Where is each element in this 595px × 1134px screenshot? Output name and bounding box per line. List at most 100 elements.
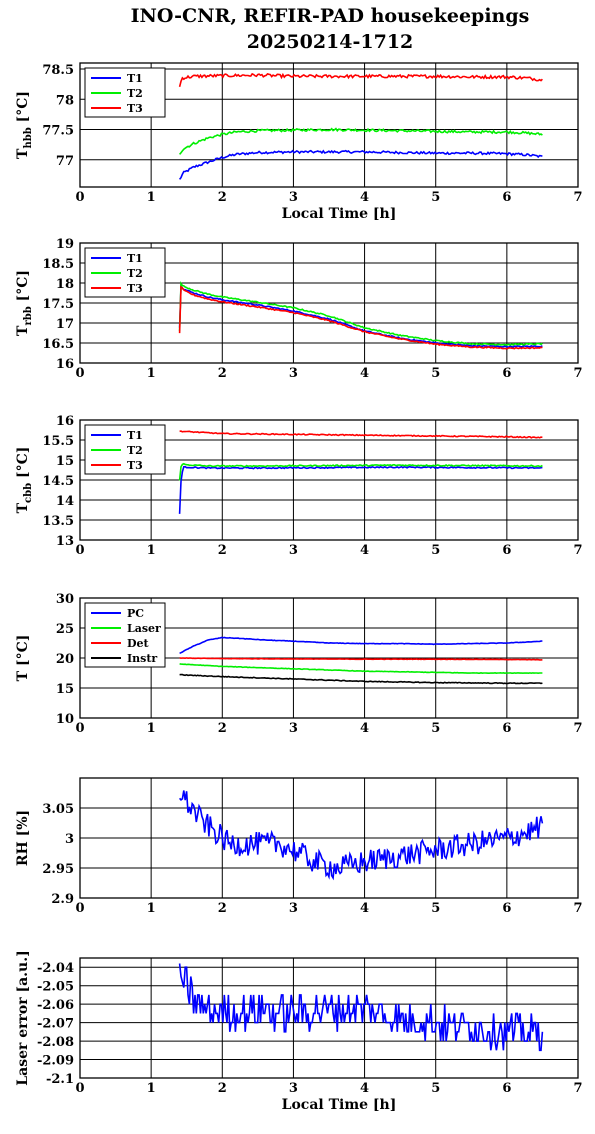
y-tick-label: 18.5: [42, 257, 74, 272]
x-tick-label: 0: [75, 190, 84, 205]
x-tick-label: 7: [573, 190, 582, 205]
series-line-T3: [179, 430, 543, 439]
x-tick-label: 4: [360, 543, 369, 558]
y-axis-label-main: RH [%]: [15, 810, 31, 866]
series-line-Det: [179, 657, 543, 661]
series-line-T3: [178, 72, 543, 87]
series-group: [178, 790, 544, 881]
tick-labels: 0 1 2 3 4 5 6 7 16 16.5 17 17.5 18 18.5 19: [42, 237, 582, 381]
x-tick-label: 0: [75, 543, 84, 558]
legend-label: PC: [127, 607, 144, 620]
y-tick-label: 17: [56, 317, 74, 332]
x-tick-label: 7: [573, 1081, 582, 1096]
series-line-T1: [178, 149, 543, 180]
x-tick-label: 7: [573, 543, 582, 558]
x-axis-label: Local Time [h]: [282, 1097, 397, 1113]
x-tick-label: 2: [218, 543, 227, 558]
series-line-T1: [178, 284, 543, 349]
panel-4: 0 1 2 3 4 5 6 7 10 15 20 25 30 T [°C] PC Laser Det Instr: [15, 592, 583, 736]
y-tick-label: 16: [56, 357, 74, 372]
y-tick-label: 19: [56, 237, 74, 252]
y-tick-label: -2.07: [37, 1017, 74, 1032]
x-tick-label: 5: [431, 901, 440, 916]
x-tick-label: 5: [431, 543, 440, 558]
legend-label: T3: [127, 459, 143, 472]
panel-6: 0 1 2 3 4 5 6 7 -2.1 -2.09 -2.08 -2.07 -2.06 -2.05 -2.…: [15, 950, 583, 1113]
plot-frame: [79, 957, 579, 1079]
y-tick-label: 15.5: [42, 434, 74, 449]
legend-label: Det: [127, 637, 150, 650]
series-line-T2: [178, 462, 543, 481]
y-tick-label: -2.09: [37, 1054, 74, 1069]
y-axis-label-unit: [°C]: [15, 270, 31, 306]
x-tick-label: 1: [147, 1081, 156, 1096]
figure-title-line1: INO-CNR, REFIR-PAD housekeepings: [131, 5, 530, 27]
y-tick-label: -2.06: [37, 998, 74, 1013]
y-tick-label: 18: [56, 277, 74, 292]
x-tick-label: 7: [573, 721, 582, 736]
y-tick-label: 17.5: [42, 297, 74, 312]
x-tick-label: 5: [431, 1081, 440, 1096]
x-tick-label: 2: [218, 901, 227, 916]
x-tick-label: 3: [289, 901, 298, 916]
x-tick-label: 7: [573, 366, 582, 381]
y-axis-label: Laser error [a.u.]: [15, 950, 31, 1085]
x-axis-label: Local Time [h]: [282, 206, 397, 222]
tick-labels: 0 1 2 3 4 5 6 7 13 13.5 14 14.5 15 15.5 16: [42, 414, 582, 558]
x-tick-label: 4: [360, 721, 369, 736]
x-tick-label: 6: [502, 901, 511, 916]
y-axis-label-subscript: cbb: [23, 483, 34, 503]
plot-frame: [79, 62, 579, 188]
y-axis-label-main: T: [15, 502, 31, 513]
plot-frame: [79, 242, 579, 364]
x-tick-label: 3: [289, 721, 298, 736]
x-tick-label: 0: [75, 1081, 84, 1096]
y-tick-label: 78.5: [42, 63, 74, 78]
y-tick-label: 14: [56, 494, 74, 509]
tick-labels: 0 1 2 3 4 5 6 7 10 15 20 25 30: [56, 592, 583, 736]
x-tick-label: 4: [360, 901, 369, 916]
y-tick-label: 77: [56, 154, 74, 169]
y-tick-label: 78: [56, 93, 74, 108]
x-tick-label: 0: [75, 366, 84, 381]
legend-label: T1: [127, 252, 143, 265]
x-tick-label: 2: [218, 366, 227, 381]
plot-frame: [79, 777, 579, 899]
x-tick-label: 1: [147, 366, 156, 381]
x-tick-label: 2: [218, 190, 227, 205]
x-tick-label: 2: [218, 1081, 227, 1096]
y-axis-label-unit: [°C]: [15, 447, 31, 483]
y-tick-label: 30: [56, 592, 74, 607]
plot-frame: [79, 597, 579, 719]
x-tick-label: 5: [431, 721, 440, 736]
y-axis-label: Thbb [°C]: [15, 91, 34, 159]
y-tick-label: 16.5: [42, 337, 74, 352]
x-tick-label: 6: [502, 366, 511, 381]
tick-labels: 0 1 2 3 4 5 6 7 2.9 2.95 3 3.05: [42, 802, 582, 916]
y-tick-label: 16: [56, 414, 74, 429]
x-tick-label: 6: [502, 721, 511, 736]
y-axis-label-main: T: [15, 148, 31, 159]
legend: T1 T2 T3: [84, 424, 166, 475]
series-line-Instr: [179, 673, 543, 685]
series-line-T3: [178, 285, 543, 350]
y-tick-label: -2.1: [46, 1072, 74, 1087]
x-tick-label: 5: [431, 366, 440, 381]
y-tick-label: 10: [56, 712, 74, 727]
legend-label: Laser: [127, 622, 161, 635]
series-group: [178, 430, 543, 514]
series-group: [178, 963, 544, 1052]
x-tick-label: 2: [218, 721, 227, 736]
series-line-data: [178, 963, 544, 1052]
y-axis-label-main: T: [15, 325, 31, 336]
y-axis-label: T [°C]: [15, 635, 31, 682]
y-tick-label: 3.05: [42, 802, 74, 817]
y-tick-label: 14.5: [42, 474, 74, 489]
x-tick-label: 3: [289, 190, 298, 205]
legend-label: Instr: [127, 652, 157, 665]
legend: T1 T2 T3: [84, 67, 166, 118]
